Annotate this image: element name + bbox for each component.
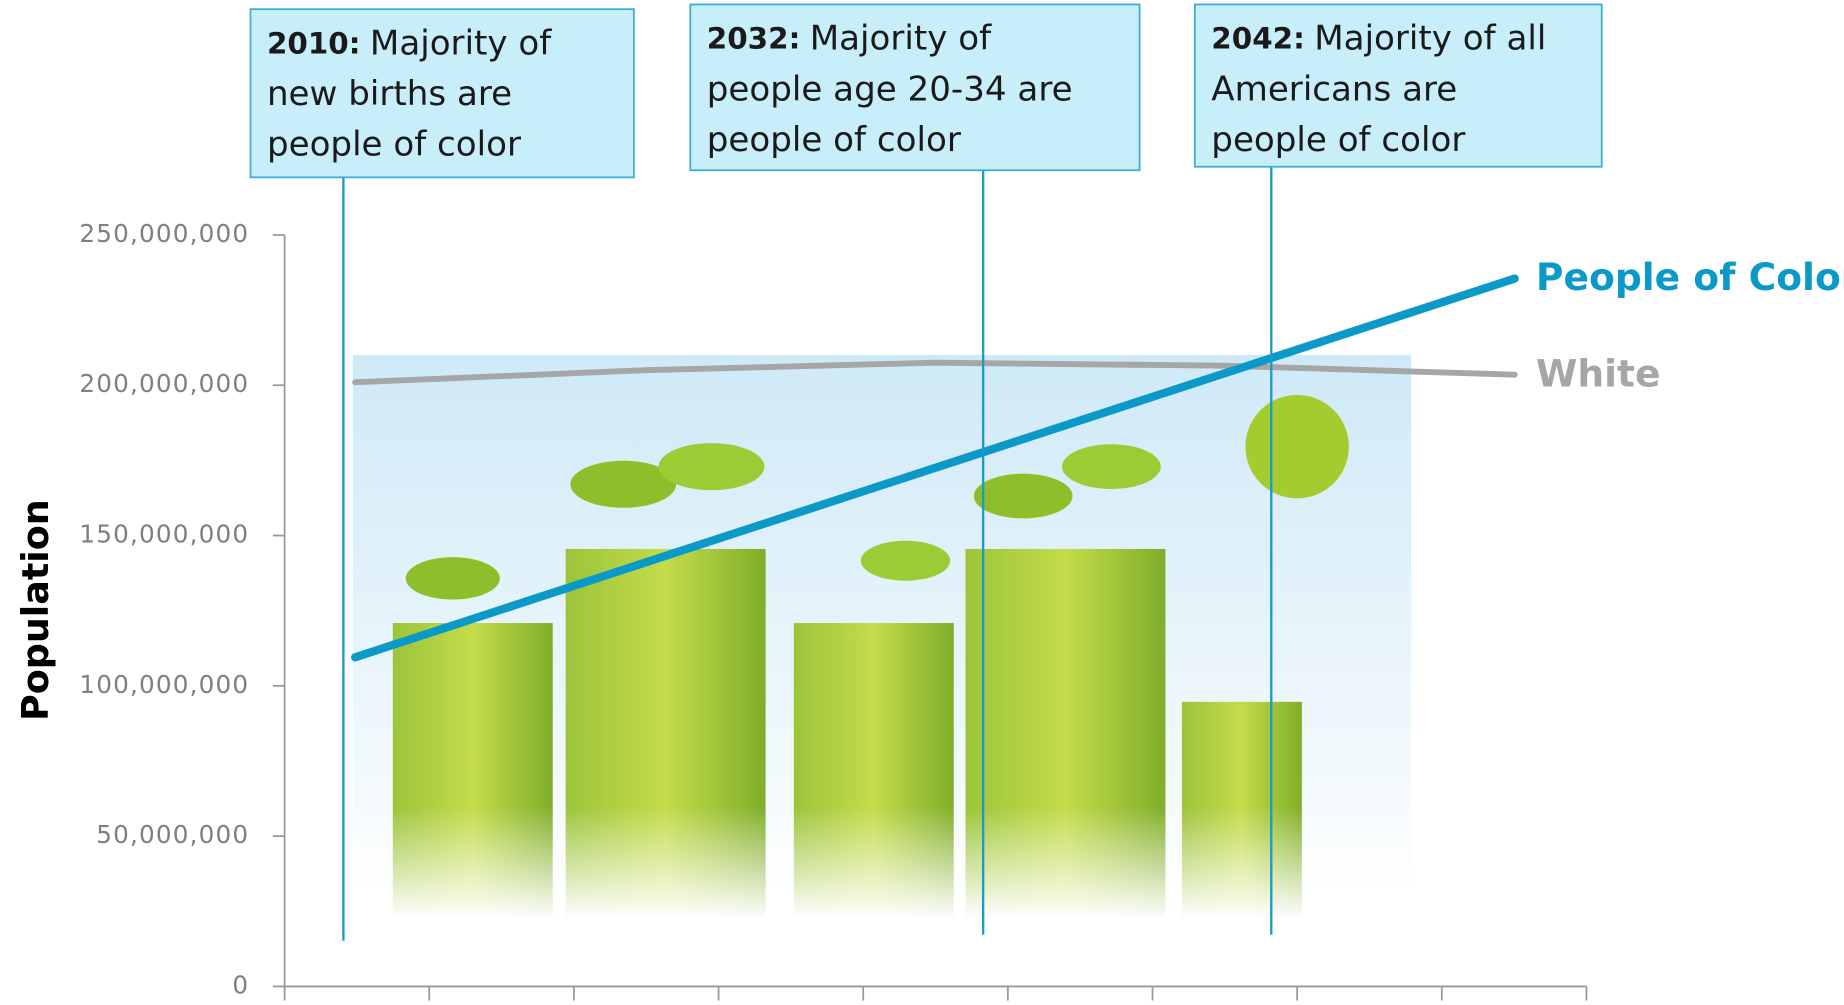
annotation-line-text: Majority of all <box>1314 18 1546 58</box>
fade <box>353 355 1411 919</box>
x-ticks <box>285 986 1587 1000</box>
y-axis-title: Population <box>14 499 57 721</box>
page: {"chart_data": { "type": "line", "y_labe… <box>0 0 1844 1005</box>
chart: Population 0 50,000,000 100,000,000 150,000… <box>0 0 1844 1005</box>
annotation-line-text: Majority of <box>810 18 992 58</box>
annotation-line-text: Majority of <box>370 23 552 63</box>
annotation-year: 2010: <box>267 26 361 60</box>
y-tick-label: 100,000,000 <box>79 670 249 699</box>
series-label: White <box>1536 351 1661 395</box>
annotation-line-text: Americans are <box>1211 69 1457 109</box>
annotation-year: 2032: <box>707 21 801 55</box>
series-label: People of Color <box>1536 255 1844 299</box>
annotation-line-text: people of color <box>267 124 522 164</box>
y-tick-label: 250,000,000 <box>79 219 249 248</box>
y-tick-label: 200,000,000 <box>79 369 249 398</box>
annotation-line-text: people of color <box>1211 119 1466 159</box>
annotation-line-text: people of color <box>707 119 962 159</box>
y-tick-label: 150,000,000 <box>79 520 249 549</box>
annotation-text: 2010: Majority of new births are people of … <box>267 23 552 164</box>
y-tick-label: 50,000,000 <box>96 820 249 849</box>
illustration <box>353 355 1411 919</box>
annotation-line-text: new births are <box>267 74 512 114</box>
annotation-line-text: people age 20-34 are <box>707 69 1073 109</box>
y-tick-label: 0 <box>232 970 249 999</box>
annotation-year: 2042: <box>1211 21 1305 55</box>
